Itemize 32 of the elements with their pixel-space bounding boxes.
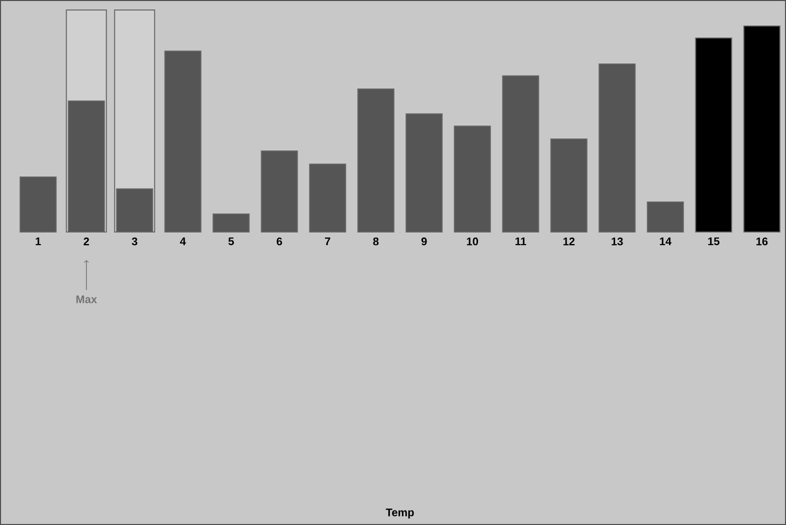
x-tick-label: 4: [180, 238, 186, 246]
text: Max: [76, 296, 97, 304]
bar: [20, 176, 57, 232]
x-tick-label: 12: [563, 238, 575, 246]
x-tick-label: 16: [756, 238, 768, 246]
bar: [260, 150, 298, 232]
bar: [502, 75, 540, 232]
x-tick-label: 9: [421, 238, 427, 246]
bar: [309, 164, 346, 232]
x-tick-label: 10: [466, 238, 478, 246]
bar: [454, 126, 491, 232]
bar: [164, 50, 202, 232]
x-tick-label: 5: [228, 238, 234, 246]
x-tick-label: 3: [132, 238, 138, 246]
x-tick-label: 15: [708, 238, 720, 246]
x-tick-label: 11: [516, 238, 526, 246]
bar: [357, 88, 394, 232]
x-tick-label: 1: [36, 238, 41, 246]
bar: [212, 214, 250, 232]
x-tick-label: 13: [612, 238, 623, 246]
bar: [646, 202, 684, 232]
x-tick-label: 14: [660, 238, 672, 246]
bar: [406, 113, 443, 232]
x-tick-label: 7: [325, 238, 330, 246]
x-tick-label: 2: [84, 238, 89, 246]
text: Temp: [386, 508, 414, 518]
bar: [550, 138, 588, 232]
bar: [695, 37, 732, 232]
x-tick-label: 6: [276, 238, 282, 246]
x-tick-label: 8: [373, 238, 379, 246]
bar: [598, 63, 636, 232]
bar: [743, 25, 780, 232]
